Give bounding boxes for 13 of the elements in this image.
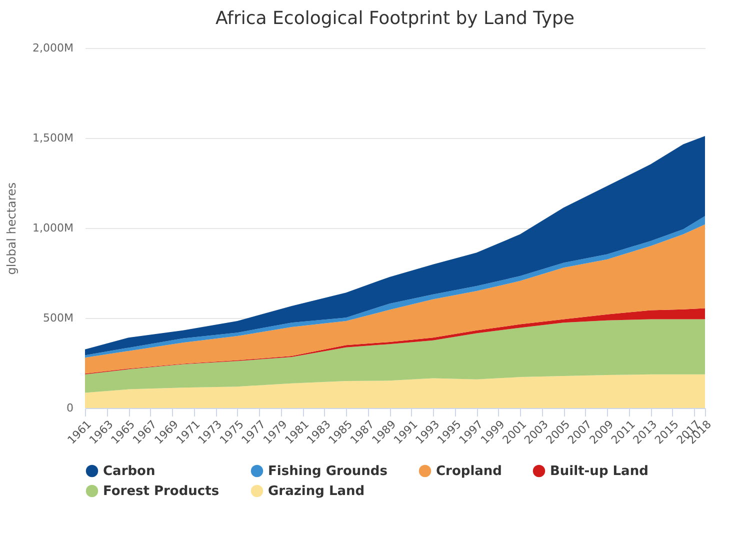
legend-label: Built-up Land — [550, 464, 648, 479]
y-tick-label: 500M — [43, 312, 74, 324]
y-tick-label: 2,000M — [32, 42, 74, 54]
legend-label: Forest Products — [103, 484, 220, 499]
legend-label: Cropland — [436, 464, 502, 479]
y-axis-title: global hectares — [4, 182, 19, 275]
legend-label: Carbon — [103, 464, 156, 479]
y-tick-label: 1,000M — [32, 222, 74, 234]
legend-label: Fishing Grounds — [268, 464, 388, 479]
y-tick-label: 1,500M — [32, 132, 74, 144]
chart-title: Africa Ecological Footprint by Land Type — [216, 8, 574, 29]
legend-label: Grazing Land — [268, 484, 365, 499]
y-tick-label: 0 — [66, 402, 74, 414]
